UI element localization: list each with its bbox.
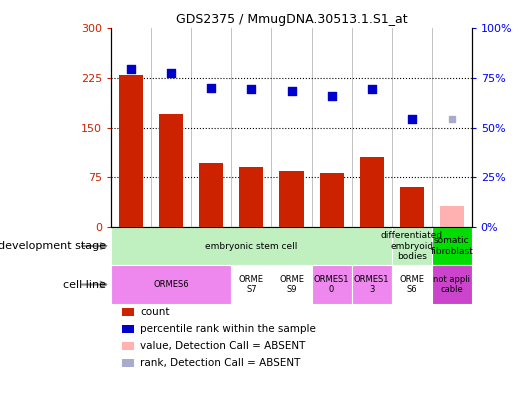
Point bbox=[247, 86, 255, 92]
Text: cell line: cell line bbox=[63, 279, 106, 290]
Bar bbox=[199, 163, 224, 227]
Point bbox=[207, 85, 216, 91]
Bar bbox=[400, 187, 423, 227]
Text: not appli
cable: not appli cable bbox=[433, 275, 470, 294]
Point bbox=[127, 66, 136, 72]
Bar bbox=[279, 171, 304, 227]
Title: GDS2375 / MmugDNA.30513.1.S1_at: GDS2375 / MmugDNA.30513.1.S1_at bbox=[175, 13, 408, 26]
Bar bbox=[160, 114, 183, 227]
Bar bbox=[312, 265, 351, 304]
Point bbox=[328, 93, 336, 99]
Text: development stage: development stage bbox=[0, 241, 106, 251]
Bar bbox=[440, 206, 464, 227]
Point bbox=[167, 69, 175, 76]
Text: ORMES6: ORMES6 bbox=[154, 280, 189, 289]
Bar bbox=[111, 265, 232, 304]
Bar bbox=[119, 75, 143, 227]
Bar bbox=[431, 227, 472, 265]
Bar bbox=[320, 173, 343, 227]
Bar bbox=[431, 265, 472, 304]
Text: rank, Detection Call = ABSENT: rank, Detection Call = ABSENT bbox=[140, 358, 301, 368]
Text: ORMES1
3: ORMES1 3 bbox=[354, 275, 390, 294]
Bar bbox=[240, 167, 263, 227]
Bar bbox=[232, 265, 271, 304]
Text: embryonic stem cell: embryonic stem cell bbox=[205, 241, 298, 251]
Text: value, Detection Call = ABSENT: value, Detection Call = ABSENT bbox=[140, 341, 305, 351]
Bar bbox=[392, 227, 431, 265]
Text: differentiated
embryoid
bodies: differentiated embryoid bodies bbox=[381, 231, 443, 261]
Text: ORME
S9: ORME S9 bbox=[279, 275, 304, 294]
Text: somatic
fibroblast: somatic fibroblast bbox=[430, 237, 473, 256]
Point bbox=[287, 88, 296, 94]
Text: ORME
S6: ORME S6 bbox=[399, 275, 424, 294]
Text: percentile rank within the sample: percentile rank within the sample bbox=[140, 324, 316, 334]
Text: ORME
S7: ORME S7 bbox=[239, 275, 264, 294]
Bar bbox=[351, 265, 392, 304]
Bar bbox=[271, 265, 312, 304]
Text: ORMES1
0: ORMES1 0 bbox=[314, 275, 349, 294]
Bar bbox=[111, 227, 392, 265]
Point bbox=[408, 116, 416, 122]
Text: count: count bbox=[140, 307, 170, 317]
Bar bbox=[359, 157, 384, 227]
Bar bbox=[392, 265, 431, 304]
Point bbox=[367, 86, 376, 92]
Point bbox=[447, 116, 456, 122]
